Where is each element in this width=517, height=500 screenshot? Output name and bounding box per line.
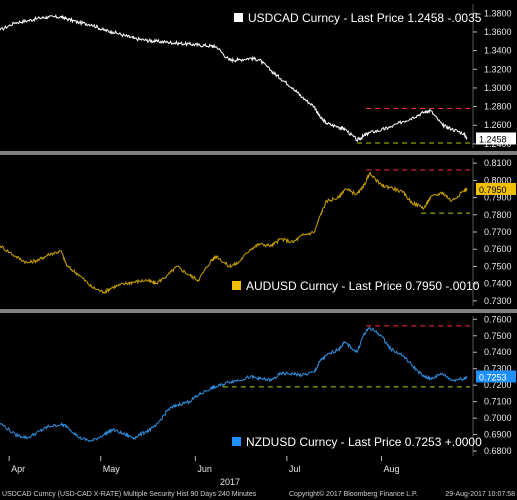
x-axis-year-label: 2017 xyxy=(220,477,240,487)
y-tick-label: 0.7400 xyxy=(484,279,512,289)
x-tick-label: Jul xyxy=(289,464,301,474)
price-series-line xyxy=(0,326,468,443)
panel-2: 0.8100 0.8000 0.7900 0.7800 0.7700 0.7600 0.75… xyxy=(0,158,516,306)
y-tick-label: 0.7300 xyxy=(484,364,512,374)
y-tick-label: 1.3400 xyxy=(484,46,512,56)
legend-swatch xyxy=(232,281,241,290)
last-price-label: 0.7950 xyxy=(479,185,507,195)
footer-copyright: Copyright© 2017 Bloomberg Finance L.P. xyxy=(289,490,418,498)
x-axis: Apr May Jun Jul Aug 2017 xyxy=(8,456,400,487)
y-tick-label: 1.2600 xyxy=(484,120,512,130)
legend-label: NZDUSD Curncy - Last Price 0.7253 +.0000 xyxy=(246,435,482,449)
y-tick-label: 0.7100 xyxy=(484,397,512,407)
x-tick-label: Apr xyxy=(11,464,25,474)
footer-security-info: USDCAD Curncy (USD-CAD X-RATE) Multiple … xyxy=(2,491,257,498)
footer: USDCAD Curncy (USD-CAD X-RATE) Multiple … xyxy=(2,490,515,498)
last-price-tag xyxy=(476,132,516,145)
y-tick-label: 0.7200 xyxy=(484,380,512,390)
last-price-label: 1.2458 xyxy=(479,134,507,144)
panel-separator xyxy=(0,309,517,313)
y-tick-label: 1.3600 xyxy=(484,27,512,37)
x-tick-label: Jun xyxy=(197,464,212,474)
y-tick-label: 1.3800 xyxy=(484,8,512,18)
y-tick-label: 0.6800 xyxy=(484,446,512,456)
x-tick-label: May xyxy=(103,464,121,474)
y-tick-label: 1.2800 xyxy=(484,102,512,112)
y-tick-label: 0.6900 xyxy=(484,430,512,440)
y-tick-label: 0.8100 xyxy=(484,158,512,168)
y-tick-label: 1.3000 xyxy=(484,83,512,93)
panel-1: 1.3800 1.3600 1.3400 1.3200 1.3000 1.2800 1.26… xyxy=(0,4,516,149)
legend-label: USDCAD Curncy - Last Price 1.2458 -.0035 xyxy=(248,11,482,25)
footer-timestamp: 29-Aug-2017 10:07:58 xyxy=(445,491,515,498)
last-price-tag xyxy=(476,182,516,195)
legend-swatch xyxy=(232,437,241,446)
y-tick-label: 0.7500 xyxy=(484,261,512,271)
last-price-tag xyxy=(476,370,516,383)
legend-label: AUDUSD Curncy - Last Price 0.7950 -.0010 xyxy=(246,279,480,293)
y-tick-label: 0.7600 xyxy=(484,314,512,324)
y-tick-label: 0.7800 xyxy=(484,210,512,220)
price-series-line xyxy=(0,171,468,295)
y-tick-label: 0.8000 xyxy=(484,175,512,185)
y-tick-label: 0.7400 xyxy=(484,347,512,357)
panel-separator xyxy=(0,151,517,155)
legend-swatch xyxy=(234,13,243,22)
last-price-label: 0.7253 xyxy=(479,372,507,382)
y-tick-label: 1.3200 xyxy=(484,64,512,74)
y-tick-label: 0.7700 xyxy=(484,227,512,237)
y-tick-label: 0.7000 xyxy=(484,413,512,423)
price-series-line xyxy=(0,14,468,143)
y-tick-label: 0.7900 xyxy=(484,193,512,203)
panel-3: 0.7600 0.7500 0.7400 0.7300 0.7200 0.7100 0.70… xyxy=(0,314,516,456)
x-tick-label: Aug xyxy=(383,464,399,474)
y-tick-label: 0.7600 xyxy=(484,244,512,254)
y-tick-label: 0.7300 xyxy=(484,296,512,306)
y-tick-label: 0.7500 xyxy=(484,331,512,341)
